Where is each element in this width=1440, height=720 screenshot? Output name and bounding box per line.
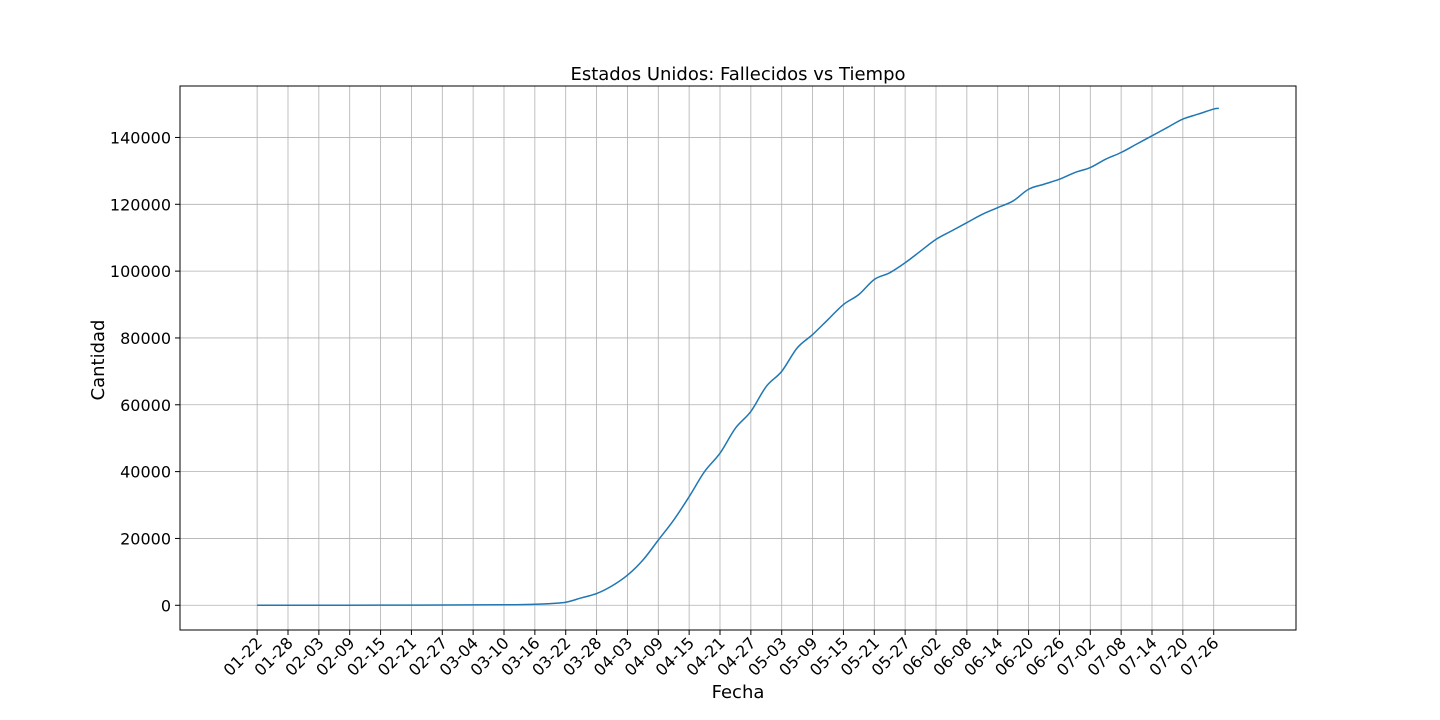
y-tick-label: 100000 (110, 262, 171, 281)
plot-area-frame (179, 85, 1297, 631)
chart-title: Estados Unidos: Fallecidos vs Tiempo (570, 64, 905, 85)
x-axis-ticks: 01-2201-2802-0302-0902-1502-2102-2703-04… (220, 630, 1223, 680)
x-axis-label: Fecha (712, 682, 765, 703)
y-axis-ticks: 0 20000 40000 60000 80000 100000 120000 140000 (110, 128, 180, 615)
y-tick-label: 20000 (120, 529, 171, 548)
y-tick-label: 40000 (120, 463, 171, 482)
grid-lines (180, 86, 1296, 630)
y-tick-label: 80000 (120, 329, 171, 348)
y-tick-label: 60000 (120, 396, 171, 415)
y-tick-label: 0 (161, 596, 171, 615)
y-tick-label: 120000 (110, 195, 171, 214)
series-line (257, 107, 1219, 607)
y-tick-label: 140000 (110, 128, 171, 147)
y-axis-label: Cantidad (88, 320, 109, 401)
